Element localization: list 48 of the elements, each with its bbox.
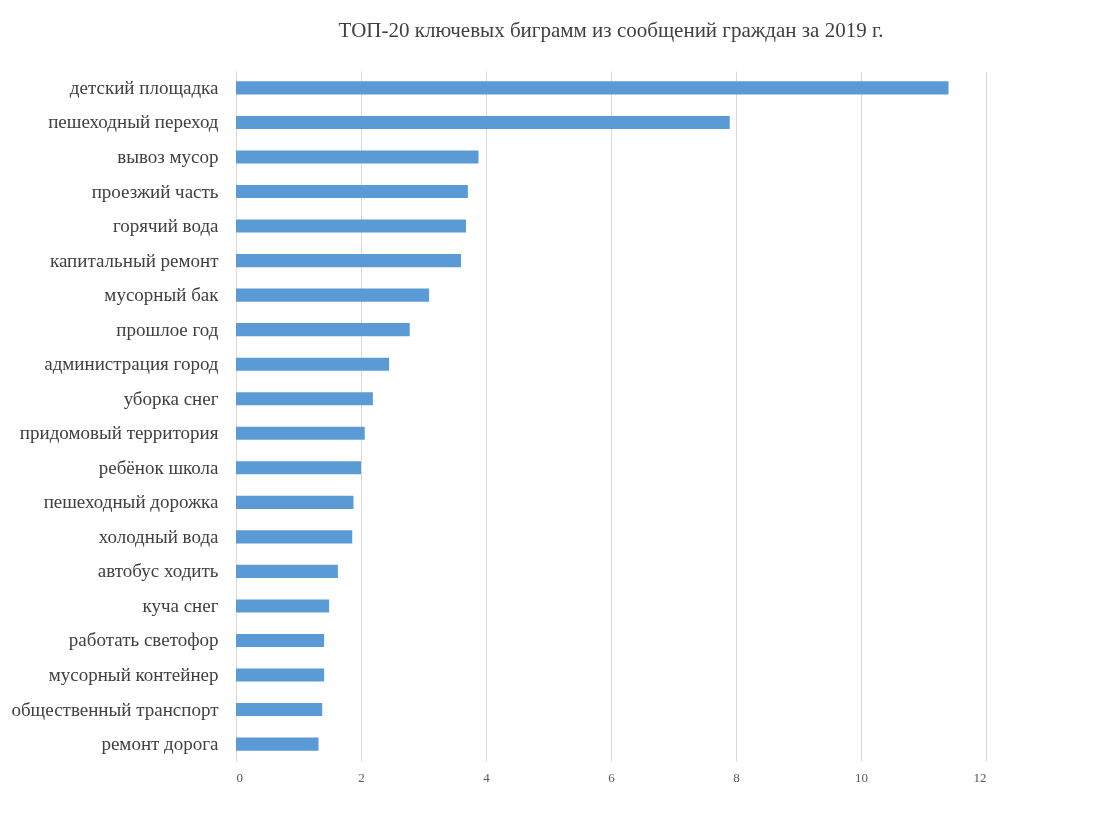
y-tick-label: холодный вода bbox=[98, 525, 220, 547]
y-tick-label: вывоз мусор bbox=[117, 145, 219, 167]
bar bbox=[236, 633, 325, 648]
y-tick-label: пешеходный дорожка bbox=[43, 491, 220, 513]
bar bbox=[236, 426, 365, 440]
x-tick-label: 6 bbox=[608, 769, 616, 785]
bar bbox=[236, 357, 390, 371]
bar bbox=[236, 702, 323, 717]
y-tick-label: проезжий часть bbox=[91, 180, 219, 202]
bar bbox=[236, 323, 410, 337]
bar bbox=[236, 184, 468, 199]
x-tick-label: 0 bbox=[236, 769, 243, 785]
bar bbox=[236, 564, 338, 578]
bar bbox=[236, 495, 354, 509]
y-tick-label: автобус ходить bbox=[97, 560, 219, 582]
y-tick-label: работать светофор bbox=[68, 629, 219, 651]
x-tick-label: 10 bbox=[855, 769, 868, 785]
bar bbox=[236, 150, 479, 164]
y-tick-label: капитальный ремонт bbox=[49, 249, 220, 271]
y-tick-label: прошлое год bbox=[116, 318, 219, 340]
y-tick-label: общественный транспорт bbox=[11, 698, 220, 720]
bar bbox=[236, 461, 361, 475]
bar bbox=[236, 219, 466, 233]
x-tick-label: 8 bbox=[733, 769, 740, 785]
y-tick-label: пешеходный переход bbox=[48, 111, 219, 133]
bar bbox=[236, 288, 430, 302]
y-tick-label: ребёнок школа bbox=[98, 456, 220, 478]
x-tick-label: 12 bbox=[973, 769, 987, 785]
chart-title: ТОП-20 ключевых биграмм из сообщений граждан за 2019 г. bbox=[338, 18, 884, 42]
y-tick-label: горячий вода bbox=[112, 215, 220, 237]
bar bbox=[236, 81, 949, 95]
y-tick-label: мусорный контейнер bbox=[48, 664, 219, 686]
y-tick-label: администрация город bbox=[44, 353, 219, 375]
y-tick-label: уборка снег bbox=[123, 387, 219, 409]
bar bbox=[236, 115, 730, 130]
bar bbox=[236, 737, 319, 751]
y-tick-label: куча снег bbox=[142, 594, 219, 616]
y-tick-label: мусорный бак bbox=[104, 284, 220, 306]
bar bbox=[236, 599, 330, 613]
bar bbox=[236, 254, 461, 268]
bar bbox=[236, 668, 325, 682]
x-tick-label: 4 bbox=[483, 769, 491, 785]
y-tick-label: ремонт дорога bbox=[101, 733, 220, 755]
bar bbox=[236, 392, 373, 406]
x-tick-label: 2 bbox=[358, 769, 365, 785]
bar bbox=[236, 530, 353, 544]
y-tick-label: придомовый территория bbox=[19, 422, 219, 444]
y-tick-label: детский площадка bbox=[69, 76, 220, 98]
